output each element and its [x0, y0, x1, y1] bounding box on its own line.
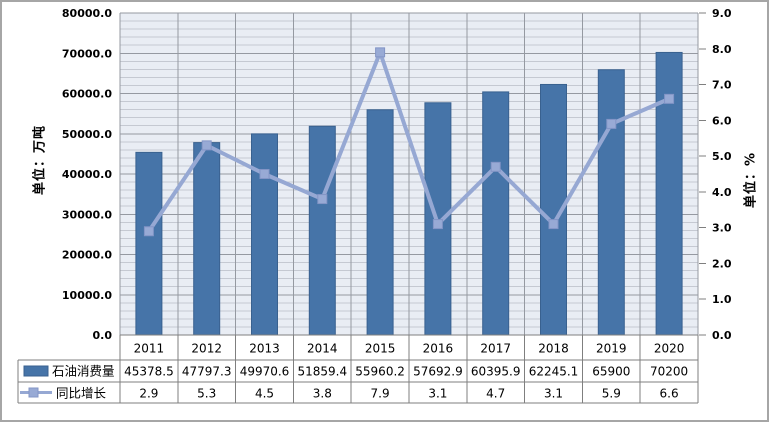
consumption-cell-2020: 70200 [650, 365, 688, 379]
growth-cell-2019: 5.9 [602, 387, 621, 401]
marker-2013 [259, 169, 270, 179]
consumption-cell-2018: 62245.1 [529, 365, 579, 379]
legend-label-consumption: 石油消费量 [52, 364, 115, 379]
marker-2015 [375, 47, 386, 58]
marker-2016 [432, 219, 443, 230]
right-axis-tick-label: 2.0 [712, 257, 732, 270]
year-cell-2014: 2014 [307, 342, 338, 356]
left-axis-tick-label: 20000.0 [62, 249, 112, 262]
right-axis-tick-label: 5.0 [712, 150, 732, 163]
marker-2017 [490, 161, 501, 172]
growth-cell-2018: 3.1 [544, 387, 563, 401]
consumption-cell-2013: 49970.6 [240, 365, 290, 379]
consumption-cell-2017: 60395.9 [471, 365, 521, 379]
right-axis-tick-label: 7.0 [712, 79, 732, 92]
year-cell-2020: 2020 [654, 342, 685, 356]
left-axis-tick-label: 10000.0 [62, 289, 112, 302]
year-cell-2011: 2011 [134, 342, 165, 356]
growth-line [146, 50, 672, 234]
bar-2012 [193, 142, 221, 336]
left-axis-tick-label: 30000.0 [62, 208, 112, 221]
right-axis-tick-label: 8.0 [712, 43, 732, 56]
year-cell-2012: 2012 [191, 342, 222, 356]
bar-2015 [366, 109, 394, 336]
bar-2013 [251, 133, 278, 336]
year-cell-2018: 2018 [538, 342, 569, 356]
consumption-cell-2014: 51859.4 [297, 365, 347, 379]
marker-2020 [664, 93, 675, 104]
consumption-cell-2012: 47797.3 [182, 365, 232, 379]
marker-2019 [606, 118, 617, 129]
left-axis-tick-label: 60000.0 [62, 88, 112, 101]
growth-cell-2015: 7.9 [371, 387, 390, 401]
left-axis-tick-label: 50000.0 [62, 128, 112, 141]
left-axis-title: 单位：万吨 [32, 124, 48, 196]
growth-cell-2016: 3.1 [428, 387, 447, 401]
left-axis-tick-label: 40000.0 [62, 168, 112, 181]
right-axis-title: 单位：% [743, 151, 759, 209]
year-cell-2015: 2015 [365, 342, 396, 356]
year-cell-2019: 2019 [596, 342, 627, 356]
consumption-cell-2011: 45378.5 [124, 365, 174, 379]
year-cell-2016: 2016 [423, 342, 454, 356]
growth-cell-2013: 4.5 [255, 387, 274, 401]
marker-2018 [548, 219, 559, 230]
growth-cell-2012: 5.3 [197, 387, 216, 401]
right-axis-tick-label: 6.0 [712, 114, 732, 127]
right-axis-tick-label: 3.0 [712, 222, 732, 235]
right-axis-tick-label: 0.0 [712, 329, 732, 342]
legend-marker-swatch-icon [28, 387, 39, 398]
left-axis-tick-label: 0.0 [93, 329, 113, 342]
bar-2011 [135, 151, 163, 336]
legend-label-growth: 同比增长 [56, 386, 107, 401]
marker-2011 [143, 226, 154, 237]
right-axis-tick-label: 1.0 [712, 293, 732, 306]
right-axis-tick-label: 9.0 [712, 7, 732, 20]
growth-cell-2014: 3.8 [313, 387, 332, 401]
growth-cell-2020: 6.6 [660, 387, 679, 401]
year-cell-2017: 2017 [480, 342, 511, 356]
consumption-cell-2019: 65900 [592, 365, 630, 379]
legend-bar-swatch-icon [23, 365, 49, 377]
left-axis-tick-label: 70000.0 [62, 47, 112, 60]
bar-2017 [482, 91, 510, 336]
marker-2014 [317, 194, 328, 205]
consumption-cell-2015: 55960.2 [355, 365, 405, 379]
marker-2012 [201, 140, 212, 151]
consumption-cell-2016: 57692.9 [413, 365, 463, 379]
left-axis-tick-label: 80000.0 [62, 7, 112, 20]
bar-2014 [308, 125, 336, 336]
growth-cell-2011: 2.9 [139, 387, 158, 401]
growth-cell-2017: 4.7 [486, 387, 505, 401]
right-axis-tick-label: 4.0 [712, 186, 732, 199]
bar-2019 [597, 69, 625, 336]
year-cell-2013: 2013 [249, 342, 280, 356]
